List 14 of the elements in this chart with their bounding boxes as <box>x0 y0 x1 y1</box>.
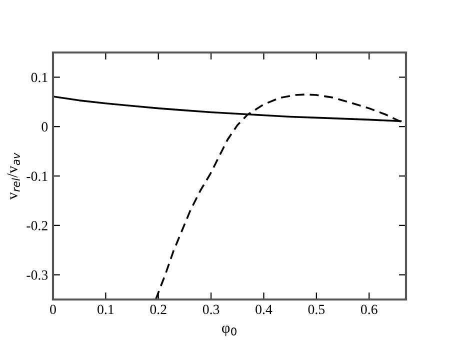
y-tick-label: -0.1 <box>26 172 48 182</box>
x-tick-label: 0 <box>50 304 56 314</box>
x-tick-label: 0.5 <box>308 304 325 314</box>
x-tick-label: 0.4 <box>256 304 272 314</box>
x-tick-label: 0.3 <box>202 304 220 314</box>
x-axis-title: φ$_{0}$ <box>222 326 236 336</box>
y-tick-label: -0.2 <box>26 220 48 230</box>
x-tick-label: 0.1 <box>98 304 114 314</box>
y-tick-label: -0.3 <box>26 270 48 280</box>
y-axis-title: v$_{rel}$/v$_{av}$ <box>7 152 20 200</box>
y-tick-label: 0.1 <box>31 72 48 82</box>
y-tick-label: 0 <box>42 122 48 132</box>
x-tick-label: 0.6 <box>360 304 378 314</box>
x-tick-label: 0.2 <box>150 304 166 314</box>
